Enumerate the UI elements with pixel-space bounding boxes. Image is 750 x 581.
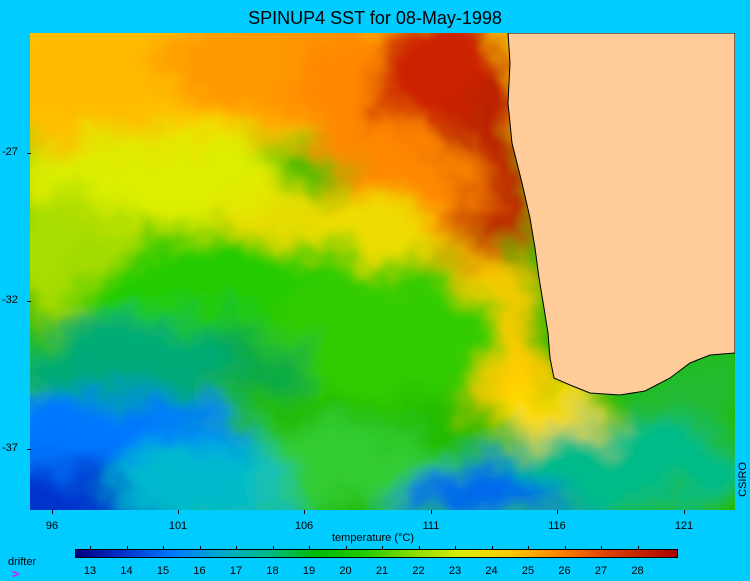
colorbar-tick-label: 27 (594, 565, 608, 577)
colorbar-tick-label: 23 (448, 565, 462, 577)
sst-map (30, 33, 735, 510)
drifter-marker-icon: > (12, 567, 20, 581)
land-mass (507, 33, 735, 396)
colorbar-tick-label: 14 (120, 565, 133, 577)
x-tick-label: 116 (548, 520, 566, 532)
map-title: SPINUP4 SST for 08-May-1998 (248, 8, 502, 28)
colorbar-tick (345, 546, 347, 550)
colorbar-tick (199, 546, 201, 550)
colorbar-tick (455, 546, 456, 550)
colorbar-tick-label: 25 (521, 565, 535, 577)
colorbar-tick (236, 546, 237, 550)
colorbar-tick-label: 17 (229, 565, 243, 577)
colorbar-tick (272, 546, 274, 550)
colorbar-tick (528, 546, 529, 550)
colorbar-title: temperature (°C) (331, 532, 415, 544)
colorbar-tick-label: 15 (156, 565, 170, 577)
colorbar-tick (601, 546, 602, 550)
sst-field (30, 33, 735, 510)
x-tick-label: 111 (422, 520, 440, 532)
colorbar-tick-label: 16 (193, 565, 206, 577)
y-tick-label: -27 (2, 146, 18, 158)
colorbar-tick-label: 19 (302, 565, 316, 577)
colorbar-tick (90, 546, 91, 550)
credit-label: CSIRO (737, 462, 749, 497)
x-tick-label: 106 (294, 520, 314, 532)
colorbar-tick (382, 546, 383, 550)
colorbar-tick-label: 24 (485, 565, 498, 577)
x-tick-label: 121 (674, 520, 694, 532)
colorbar-tick-label: 22 (412, 565, 425, 577)
y-tick-label: -32 (2, 294, 18, 306)
colorbar-tick-label: 18 (266, 565, 279, 577)
colorbar-tick-label: 13 (83, 565, 97, 577)
colorbar-tick (491, 546, 493, 550)
colorbar-tick-label: 21 (375, 565, 389, 577)
colorbar-tick-label: 28 (631, 565, 644, 577)
drifter-legend-label: drifter (8, 556, 37, 568)
colorbar-tick (564, 546, 566, 550)
x-tick-label: 96 (45, 520, 59, 532)
x-tick-label: 101 (168, 520, 188, 532)
colorbar-tick (418, 546, 420, 550)
colorbar-tick-label: 20 (339, 565, 352, 577)
y-tick-label: -37 (2, 442, 18, 454)
colorbar-tick (163, 546, 164, 550)
colorbar-tick (637, 546, 639, 550)
colorbar-tick-label: 26 (558, 565, 571, 577)
colorbar-tick (126, 546, 128, 550)
temperature-colorbar (75, 549, 678, 558)
colorbar-tick (309, 546, 310, 550)
